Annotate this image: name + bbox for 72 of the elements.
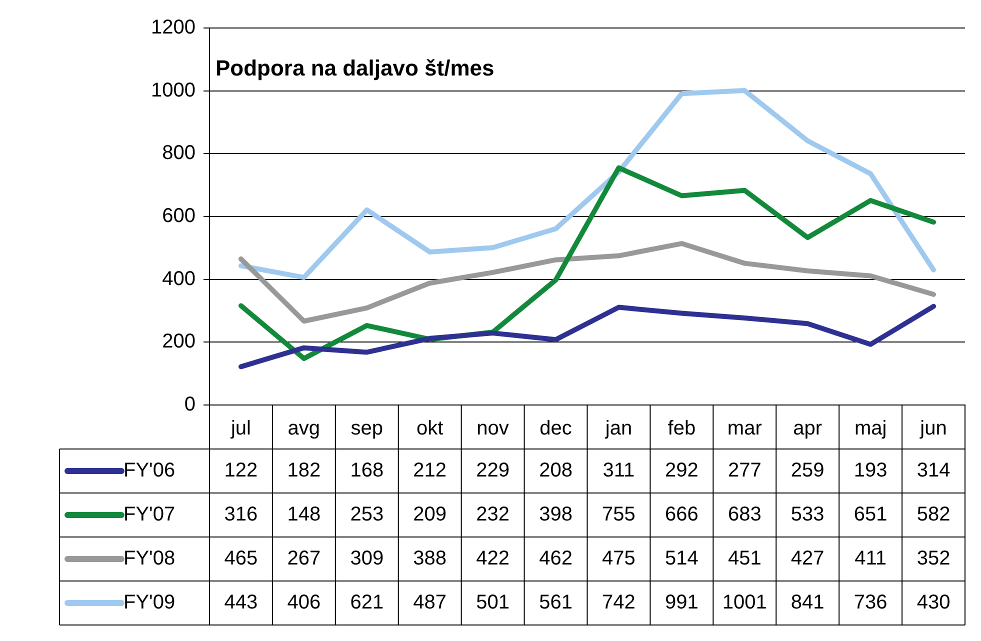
- data-label: 277: [728, 460, 762, 482]
- data-label: 443: [224, 592, 258, 614]
- y-tick-label: 800: [162, 142, 196, 164]
- x-tick-label: jun: [919, 418, 947, 440]
- data-label: 736: [854, 592, 888, 614]
- y-tick-label: 1000: [150, 79, 196, 102]
- data-label: 533: [790, 504, 824, 526]
- data-label: 309: [350, 548, 384, 570]
- data-label: 742: [602, 592, 636, 614]
- data-label: 1001: [722, 592, 767, 614]
- data-label: 451: [728, 548, 762, 570]
- data-label: 465: [224, 548, 258, 570]
- x-tick-label: nov: [476, 418, 509, 440]
- data-label: 122: [224, 460, 258, 482]
- data-label: 259: [790, 460, 824, 482]
- data-label: 148: [287, 504, 321, 526]
- x-tick-label: jan: [604, 418, 632, 440]
- data-label: 208: [539, 460, 572, 482]
- legend-label: FY'06: [123, 460, 176, 482]
- data-label: 755: [602, 504, 636, 526]
- y-tick-label: 600: [162, 205, 196, 228]
- data-label: 311: [602, 460, 635, 482]
- x-tick-label: jul: [230, 418, 251, 440]
- data-label: 411: [854, 548, 887, 570]
- text: Podpora na daljavo št/mes: [215, 56, 494, 81]
- y-tick-label: 200: [162, 330, 196, 353]
- data-label: 212: [413, 460, 447, 482]
- data-label: 841: [790, 592, 824, 614]
- data-label: 193: [854, 460, 888, 482]
- data-label: 253: [350, 504, 384, 526]
- data-label: 182: [287, 460, 321, 482]
- data-label: 475: [602, 548, 636, 570]
- data-label: 621: [350, 592, 384, 614]
- legend-label: FY'08: [123, 548, 176, 570]
- data-label: 501: [476, 592, 510, 614]
- x-tick-label: dec: [540, 418, 572, 440]
- data-label: 316: [224, 504, 258, 526]
- data-label: 487: [413, 592, 447, 614]
- data-label: 514: [664, 548, 698, 570]
- x-tick-label: feb: [668, 418, 696, 440]
- data-label: 427: [790, 548, 824, 570]
- data-label: 168: [350, 460, 384, 482]
- data-label: 267: [287, 548, 321, 570]
- data-label: 232: [476, 504, 510, 526]
- data-label: 430: [916, 592, 950, 614]
- x-tick-label: avg: [288, 418, 320, 440]
- legend-label: FY'09: [123, 592, 176, 614]
- y-tick-label: 1200: [150, 16, 196, 39]
- x-tick-label: maj: [854, 418, 887, 440]
- data-label: 582: [916, 504, 950, 526]
- x-tick-label: okt: [416, 418, 444, 440]
- data-label: 209: [413, 504, 447, 526]
- data-label: 406: [287, 592, 321, 614]
- data-label: 422: [476, 548, 510, 570]
- x-tick-label: mar: [727, 418, 762, 440]
- data-label: 561: [539, 592, 572, 614]
- data-label: 314: [916, 460, 950, 482]
- data-label: 388: [413, 548, 447, 570]
- data-label: 292: [664, 460, 698, 482]
- data-label: 683: [728, 504, 762, 526]
- data-label: 462: [539, 548, 572, 570]
- data-label: 398: [539, 504, 572, 526]
- data-label: 666: [664, 504, 698, 526]
- y-tick-label: 400: [162, 268, 196, 290]
- legend-label: FY'07: [123, 504, 176, 526]
- y-tick-label: 0: [184, 394, 196, 416]
- data-label: 991: [664, 592, 698, 614]
- x-tick-label: sep: [350, 418, 384, 440]
- x-tick-label: apr: [793, 418, 822, 440]
- data-label: 229: [476, 460, 510, 482]
- data-label: 352: [916, 548, 950, 570]
- data-label: 651: [854, 504, 888, 526]
